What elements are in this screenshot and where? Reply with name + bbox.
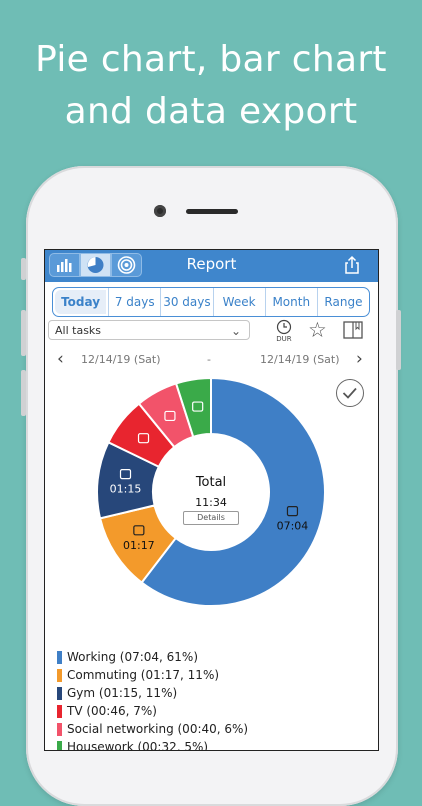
tab-today[interactable]: Today [55, 290, 107, 314]
legend-label: Commuting (01:17, 11%) [67, 668, 220, 682]
date-separator: - [207, 353, 211, 366]
tab-week[interactable]: Week [212, 288, 265, 316]
pie-slice-working[interactable] [140, 376, 326, 607]
legend-label: TV (00:46, 7%) [67, 704, 157, 718]
check-button[interactable] [336, 379, 364, 407]
legend-label: Gym (01:15, 11%) [67, 686, 178, 700]
mute-switch [21, 258, 26, 280]
tab-30-days[interactable]: 30 days [160, 288, 212, 316]
date-end: 12/14/19 (Sat) [260, 353, 340, 366]
bookmark-icon[interactable] [343, 321, 363, 339]
slice-label-working: 07:04 [277, 520, 309, 533]
chevron-down-icon: ⌄ [230, 324, 241, 338]
slice-label-gym: 01:15 [110, 483, 142, 496]
previous-arrow-icon[interactable]: ‹ [57, 349, 64, 369]
pie-chart-icon [87, 257, 104, 273]
chart-type-switcher [49, 253, 142, 277]
earpiece-speaker [186, 209, 238, 214]
share-icon[interactable] [342, 255, 362, 275]
pie-chart-tab[interactable] [80, 253, 111, 277]
star-icon[interactable]: ☆ [308, 318, 327, 342]
center-total: 11:34 [195, 496, 227, 509]
tab-range[interactable]: Range [316, 288, 369, 316]
slice-label-commuting: 01:17 [123, 539, 155, 552]
pie-chart: 07:04 01:17 01:15 Total 11:34 [96, 376, 326, 607]
headline-line-1: Pie chart, bar chart [35, 39, 387, 80]
legend-label: Working (07:04, 61%) [67, 650, 199, 664]
legend: Working (07:04, 61%) Commuting (01:17, 11… [57, 648, 377, 750]
legend-item: Gym (01:15, 11%) [57, 684, 377, 702]
dur-label: DUR [276, 335, 292, 343]
date-range-row: ‹ 12/14/19 (Sat) - 12/14/19 (Sat) › [45, 349, 378, 370]
legend-item: Commuting (01:17, 11%) [57, 666, 377, 684]
facebook-icon [164, 410, 176, 422]
bar-chart-icon [57, 259, 72, 272]
headline-line-2: and data export [64, 91, 358, 132]
clock-icon [276, 319, 292, 335]
car-icon [133, 525, 145, 536]
legend-swatch [57, 650, 62, 664]
filter-row: All tasks ⌄ DUR ☆ [45, 318, 378, 346]
nav-title: Report [186, 255, 237, 273]
center-title: Total [195, 475, 226, 490]
power-button [396, 310, 401, 370]
app-screen: Report Today 7 days 30 days Week Month R… [45, 250, 378, 750]
tab-month[interactable]: Month [264, 288, 317, 316]
broom-icon [192, 401, 204, 412]
front-camera [154, 205, 166, 217]
pie-slice-housework[interactable] [174, 376, 212, 439]
radial-chart-tab[interactable] [111, 253, 142, 277]
legend-swatch [57, 668, 62, 682]
legend-label: Housework (00:32, 5%) [67, 740, 209, 750]
treadmill-icon [119, 469, 132, 480]
legend-item: Working (07:04, 61%) [57, 648, 377, 666]
task-filter-select[interactable]: All tasks ⌄ [48, 320, 250, 340]
duration-sort-button[interactable]: DUR [271, 319, 297, 345]
legend-item: TV (00:46, 7%) [57, 702, 377, 720]
radial-chart-icon [117, 256, 136, 274]
legend-swatch [57, 740, 62, 750]
volume-down-button [21, 370, 26, 416]
nav-bar: Report [45, 250, 378, 282]
legend-item: Social networking (00:40, 6%) [57, 720, 377, 738]
tv-icon [137, 433, 150, 444]
volume-up-button [21, 310, 26, 356]
details-button[interactable]: Details [183, 511, 239, 525]
checkmark-icon [342, 387, 357, 399]
legend-swatch [57, 704, 62, 718]
legend-swatch [57, 686, 62, 700]
period-tabs: Today 7 days 30 days Week Month Range [52, 287, 370, 317]
promo-headline: Pie chart, bar chart and data export [0, 34, 422, 138]
bar-chart-tab[interactable] [49, 253, 80, 277]
task-filter-value: All tasks [55, 324, 102, 337]
notepad-icon [286, 505, 299, 517]
tab-7-days[interactable]: 7 days [108, 288, 160, 316]
legend-swatch [57, 722, 62, 736]
legend-label: Social networking (00:40, 6%) [67, 722, 249, 736]
legend-item: Housework (00:32, 5%) [57, 738, 377, 750]
next-arrow-icon[interactable]: › [356, 349, 363, 369]
date-start: 12/14/19 (Sat) [81, 353, 161, 366]
